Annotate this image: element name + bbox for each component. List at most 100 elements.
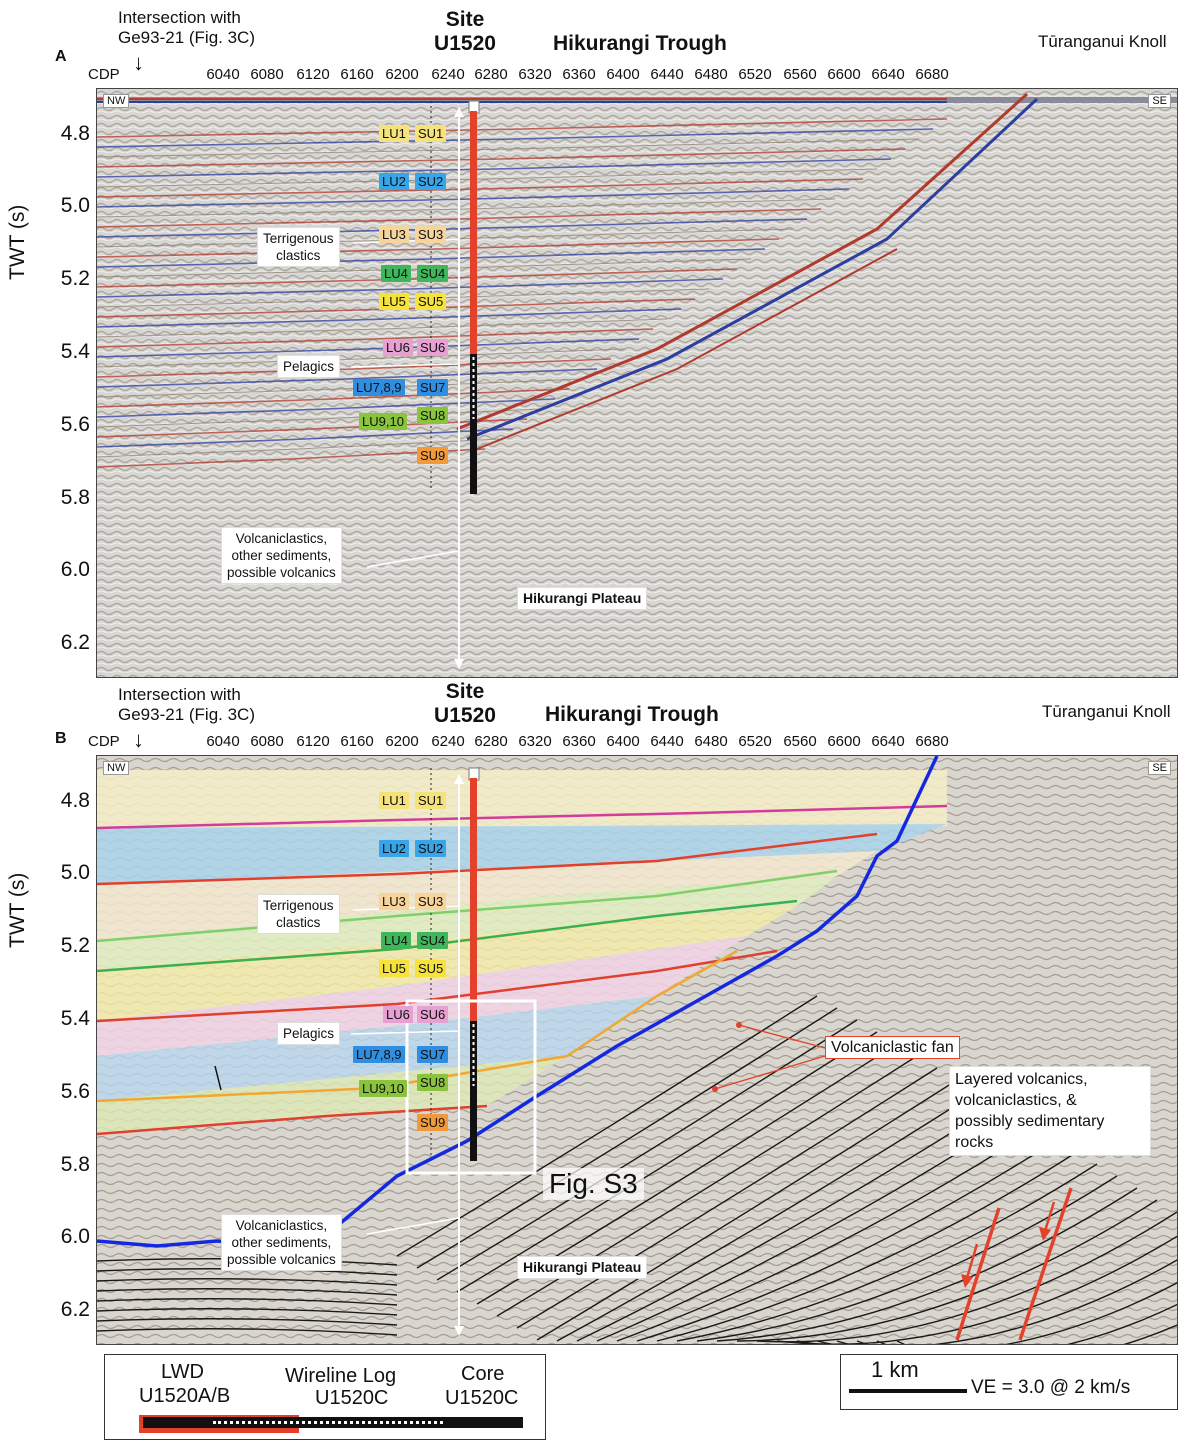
- interpreted-reflector: [796, 1259, 1177, 1344]
- seismic-unit-tag: SU8: [417, 1074, 449, 1091]
- interpreted-reflector: [97, 1298, 398, 1306]
- core-site-label: U1520C: [445, 1387, 519, 1409]
- reflector-line: [97, 388, 570, 408]
- knoll-label-a: Tūranganui Knoll: [1038, 32, 1167, 51]
- cdp-tick-label: 6160: [340, 733, 374, 750]
- interpreted-reflector: [97, 1288, 398, 1296]
- reflector-line: [97, 368, 598, 388]
- reflector-line: [97, 248, 766, 268]
- seismic-unit-tag: SU5: [415, 293, 447, 310]
- reflector-line: [97, 428, 514, 448]
- interpreted-reflector: [756, 1211, 1177, 1343]
- y-tick-label: 5.2: [60, 934, 90, 957]
- cdp-tick-label: 6120: [296, 66, 330, 83]
- lwd-label: LWD: [161, 1361, 204, 1383]
- seismic-unit-tag: SU1: [415, 792, 447, 809]
- se-tag-a: SE: [1148, 94, 1171, 108]
- lithologic-unit-tag: LU6: [383, 339, 413, 356]
- intersection-arrow-b: ↓: [133, 727, 144, 752]
- y-tick-label: 5.6: [60, 413, 90, 436]
- cdp-tick-label: 6480: [694, 733, 728, 750]
- lithologic-unit-tag: LU7,8,9: [353, 1046, 405, 1063]
- y-tick-label: 5.4: [60, 340, 90, 363]
- interpreted-reflector: [416, 1007, 838, 1269]
- cdp-axis-a: 6040 6080 6120 6160 6200 6240 6280 6320 6360 6400…: [0, 66, 1187, 86]
- interpreted-reflector: [736, 1199, 1158, 1342]
- lithologic-unit-tag: LU5: [379, 960, 409, 977]
- cdp-tick-label: 6280: [474, 66, 508, 83]
- trough-label-b: Hikurangi Trough: [545, 703, 719, 726]
- cdp-tick-label: 6360: [562, 733, 596, 750]
- y-tick-label: 6.0: [60, 558, 90, 581]
- lithologic-unit-tag: LU1: [379, 792, 409, 809]
- reflector-line: [97, 138, 920, 158]
- seismic-unit-tag: SU9: [417, 447, 449, 464]
- trough-label-a: Hikurangi Trough: [553, 32, 727, 55]
- reflector-line: [97, 118, 948, 138]
- seismic-unit-tag: SU8: [417, 407, 449, 424]
- interpreted-reflector: [536, 1079, 958, 1341]
- cdp-tick-label: 6240: [431, 733, 465, 750]
- intersection-label-a: Intersection with Ge93-21 (Fig. 3C): [118, 8, 255, 47]
- terrigenous-label-b: Terrigenous clastics: [257, 894, 340, 934]
- intersection-arrow-a: ↓: [133, 50, 144, 75]
- y-tick-label: 5.6: [60, 1080, 90, 1103]
- cdp-tick-label: 6200: [385, 733, 419, 750]
- interpreted-reflector: [496, 1055, 918, 1317]
- knoll-label-b: Tūranganui Knoll: [1042, 702, 1171, 721]
- interpreted-reflector: [97, 1328, 398, 1336]
- y-tick-label: 4.8: [60, 789, 90, 812]
- cdp-tick-label: 6360: [562, 66, 596, 83]
- lithologic-unit-tag: LU2: [379, 173, 409, 190]
- site-label-a: Site U1520: [434, 8, 496, 55]
- interpreted-reflector: [696, 1175, 1118, 1342]
- cdp-tick-label: 6560: [783, 733, 817, 750]
- wireline-label: Wireline Log: [285, 1365, 397, 1387]
- interpreted-reflector: [816, 1282, 1177, 1344]
- y-tick-label: 5.0: [60, 194, 90, 217]
- wireline-site-label: U1520C: [315, 1387, 389, 1409]
- reflector-line: [97, 398, 556, 418]
- cdp-tick-label: 6520: [738, 733, 772, 750]
- reflector-line: [97, 218, 808, 238]
- nw-tag-b: NW: [103, 761, 130, 775]
- terrigenous-label-a: Terrigenous clastics: [257, 227, 340, 267]
- y-tick-label: 5.8: [60, 1153, 90, 1176]
- reflector-line: [97, 348, 626, 368]
- intersection-label-b: Intersection with Ge93-21 (Fig. 3C): [118, 685, 255, 724]
- reflector-line: [97, 168, 878, 188]
- cdp-tick-label: 6320: [518, 733, 552, 750]
- seismic-unit-tag: SU9: [417, 1114, 449, 1131]
- seismic-unit-tag: SU6: [417, 339, 449, 356]
- seismic-unit-tag: SU3: [415, 893, 447, 910]
- interpreted-reflector: [576, 1103, 998, 1342]
- cdp-tick-label: 6160: [340, 66, 374, 83]
- scale-bar: [849, 1389, 967, 1393]
- cdp-tick-label: 6640: [871, 733, 905, 750]
- reflector-line: [97, 378, 584, 398]
- y-tick-label: 6.0: [60, 1225, 90, 1248]
- y-tick-label: 5.0: [60, 861, 90, 884]
- reflector-line: [97, 328, 654, 348]
- reflector-line: [97, 418, 528, 438]
- volcaniclastic-fan-label: Volcaniclastic fan: [825, 1036, 960, 1059]
- y-tick-label: 6.2: [60, 631, 90, 654]
- reflector-line: [97, 338, 640, 358]
- reflector-line: [97, 318, 668, 338]
- cdp-tick-label: 6240: [431, 66, 465, 83]
- lithologic-unit-tag: LU7,8,9: [353, 379, 405, 396]
- seismic-panel-a: NW SE LU1 LU2 LU3 LU4 LU5 LU6 LU7,8,9 LU9,10 SU1…: [96, 88, 1178, 678]
- seismic-unit-tag: SU7: [417, 1046, 449, 1063]
- y-tick-label: 6.2: [60, 1298, 90, 1321]
- lithologic-unit-tag: LU5: [379, 293, 409, 310]
- seismic-unit-tag: SU2: [415, 840, 447, 857]
- layered-volcanics-label: Layered volcanics, volcaniclastics, & poss…: [949, 1066, 1151, 1156]
- interpreted-reflector: [396, 995, 818, 1257]
- seismic-unit-tag: SU5: [415, 960, 447, 977]
- y-tick-label: 4.8: [60, 122, 90, 145]
- cdp-tick-label: 6680: [915, 66, 949, 83]
- reflector-line: [97, 308, 682, 328]
- seismic-unit-tag: SU4: [417, 932, 449, 949]
- lithologic-unit-tag: LU3: [379, 893, 409, 910]
- cdp-tick-label: 6400: [606, 66, 640, 83]
